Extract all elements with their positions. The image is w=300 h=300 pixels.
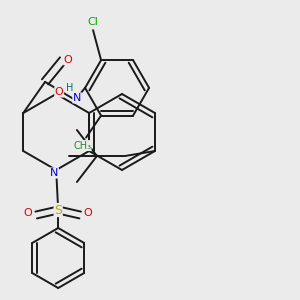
Text: O: O <box>64 55 72 65</box>
Text: O: O <box>24 208 33 218</box>
Text: N: N <box>73 93 81 103</box>
Text: CH₃: CH₃ <box>73 141 91 151</box>
Text: N: N <box>50 168 58 178</box>
Text: Cl: Cl <box>88 17 98 27</box>
Text: H: H <box>66 83 74 93</box>
Text: S: S <box>54 203 62 217</box>
Text: O: O <box>84 208 93 218</box>
Text: O: O <box>55 87 64 97</box>
